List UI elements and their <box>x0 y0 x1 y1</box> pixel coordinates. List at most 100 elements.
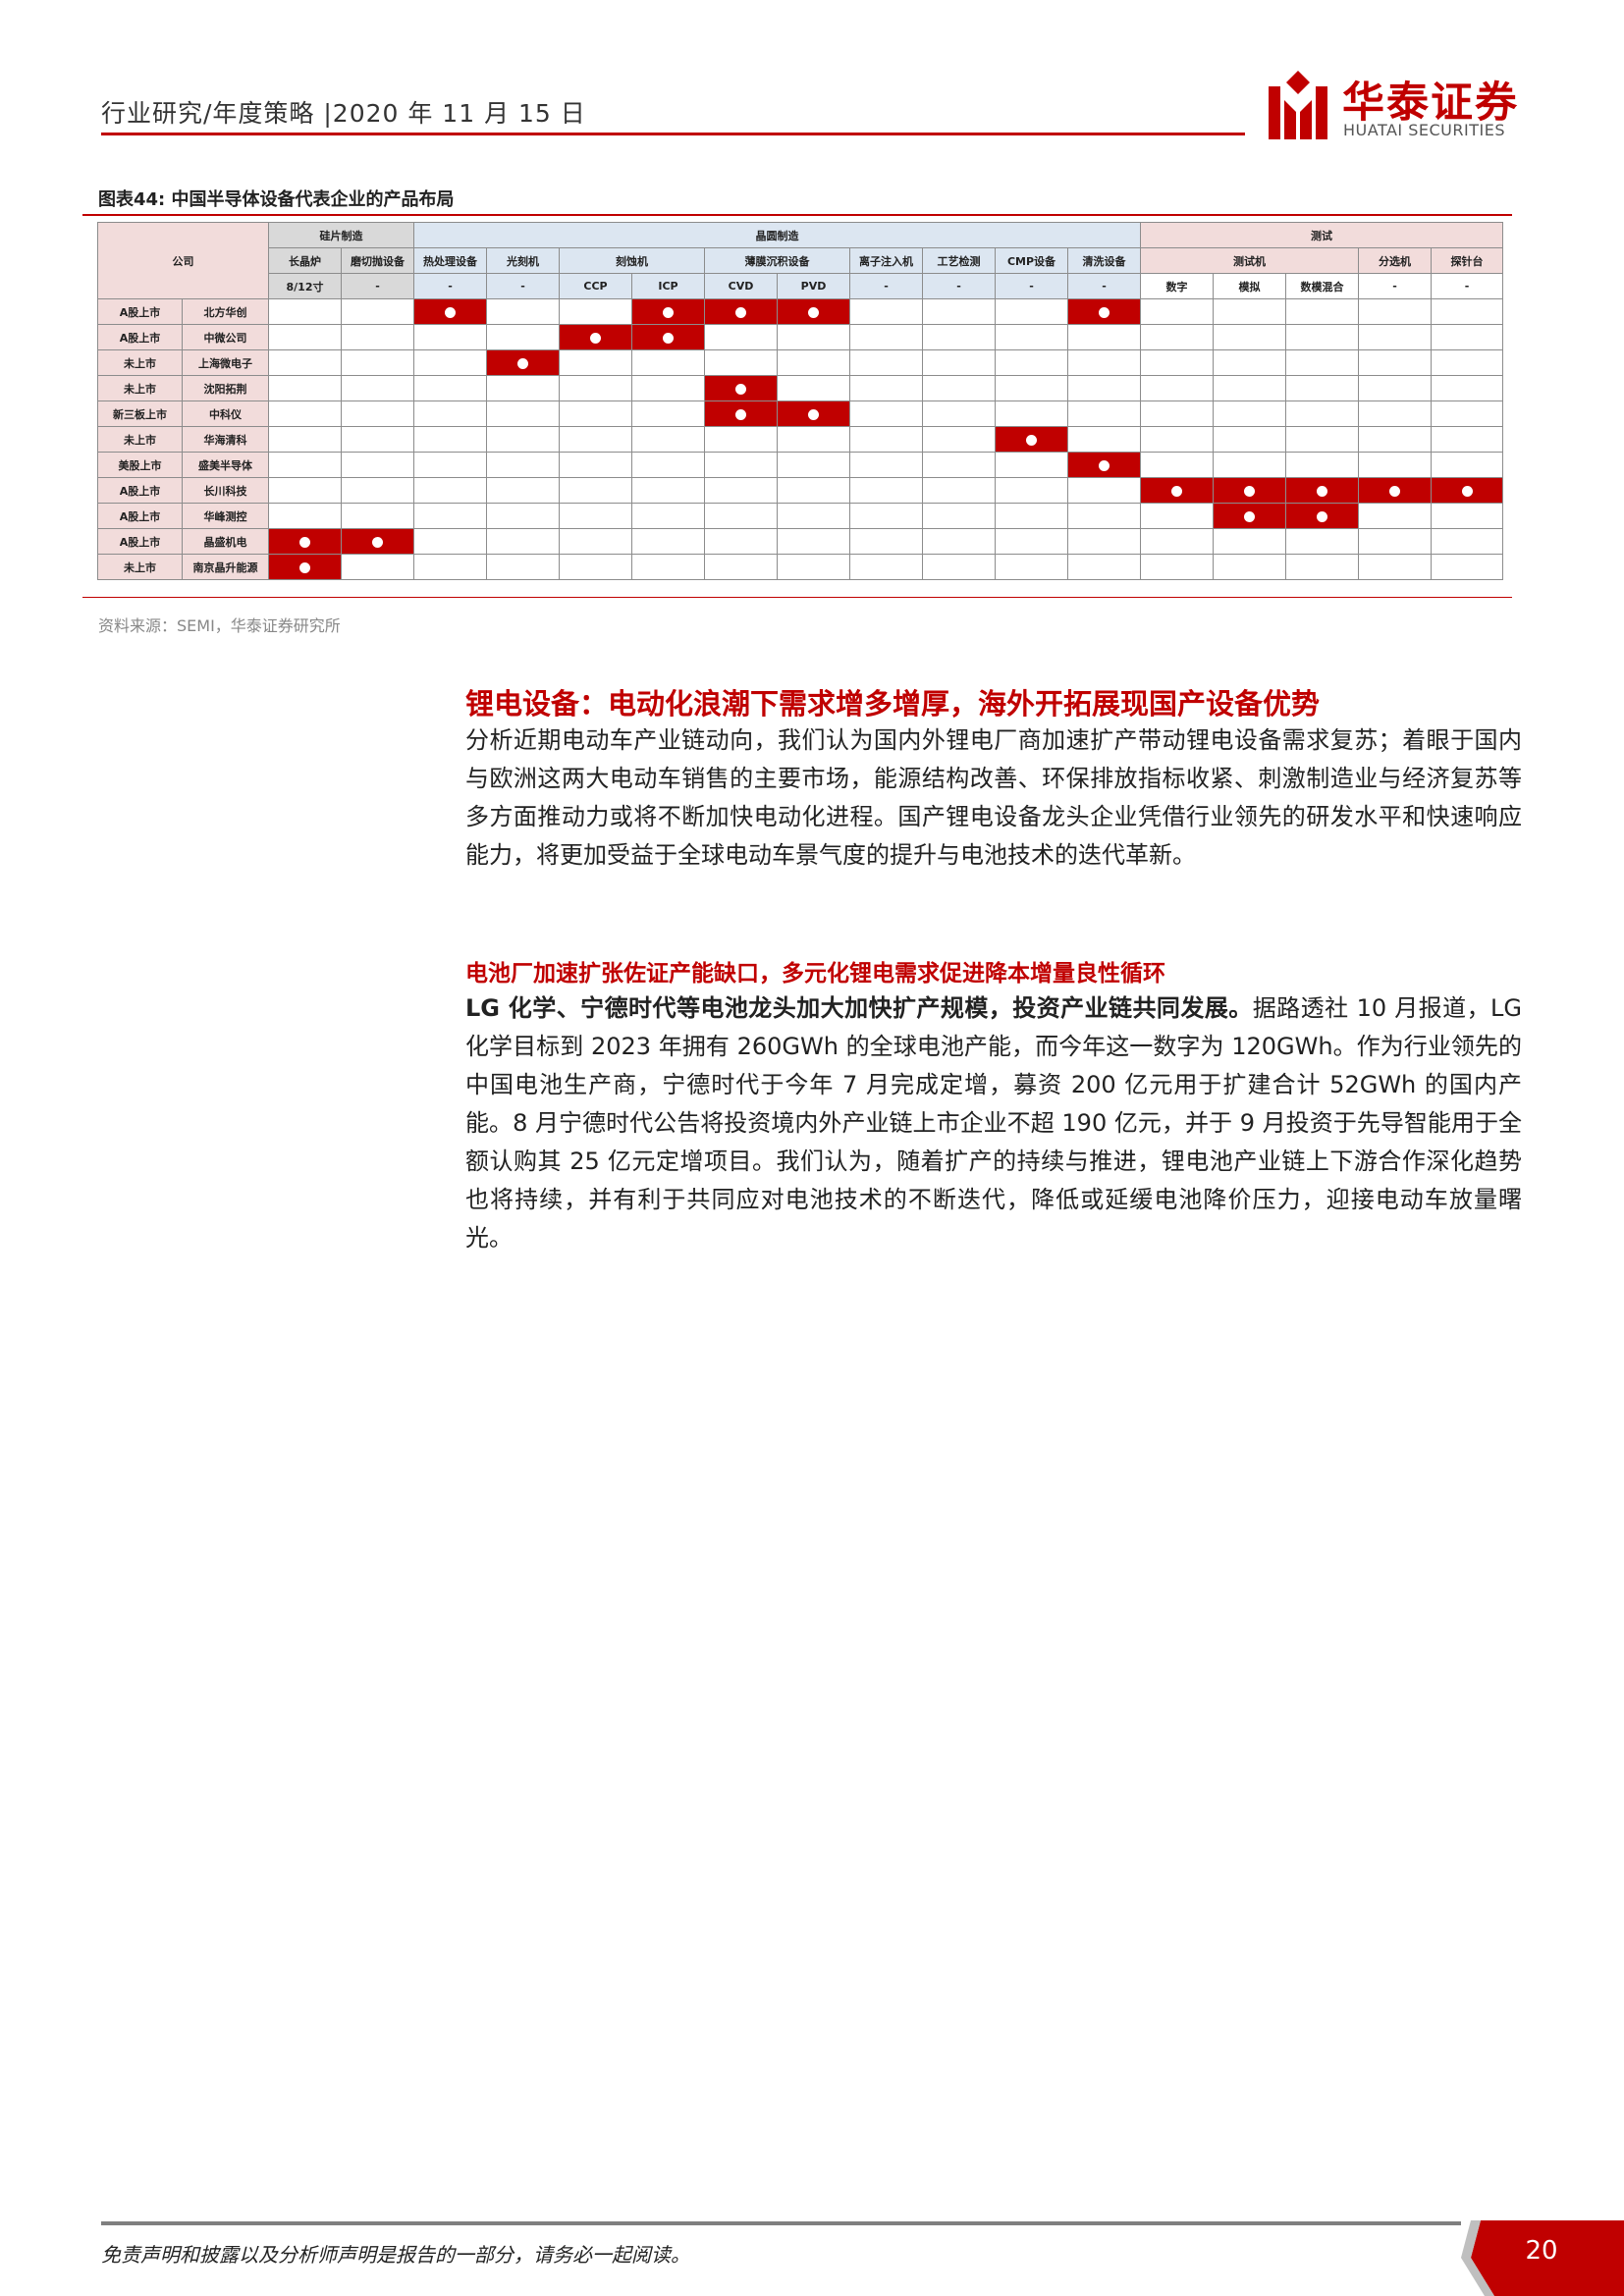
product-dot-icon <box>372 536 383 548</box>
product-empty-cell <box>341 298 414 325</box>
product-dot-icon <box>1026 434 1037 446</box>
product-empty-cell <box>849 400 923 427</box>
product-empty-cell <box>413 349 487 376</box>
product-dot-icon <box>1317 510 1327 522</box>
listing-status-cell: 未上市 <box>97 375 183 401</box>
subtype-header: CCP <box>559 273 632 299</box>
equipment-header: 分选机 <box>1358 247 1432 274</box>
product-empty-cell <box>1358 503 1432 529</box>
product-present-cell <box>413 298 487 325</box>
product-empty-cell <box>341 477 414 504</box>
product-present-cell <box>268 554 342 580</box>
subtype-header: - <box>486 273 560 299</box>
product-dot-icon <box>663 332 674 344</box>
subsection-title: 电池厂加速扩张佐证产能缺口，多元化锂电需求促进降本增量良性循环 <box>465 961 1165 987</box>
product-empty-cell <box>1140 554 1214 580</box>
company-name-cell: 长川科技 <box>182 477 269 504</box>
product-empty-cell <box>1430 324 1504 350</box>
product-empty-cell <box>704 324 778 350</box>
product-present-cell <box>995 426 1068 453</box>
listing-status-cell: A股上市 <box>97 324 183 350</box>
product-empty-cell <box>1213 528 1286 555</box>
product-empty-cell <box>559 452 632 478</box>
subtype-header: CVD <box>704 273 778 299</box>
product-empty-cell <box>849 554 923 580</box>
product-empty-cell <box>268 503 342 529</box>
product-empty-cell <box>1213 426 1286 453</box>
listing-status-cell: A股上市 <box>97 528 183 555</box>
product-dot-icon <box>1389 485 1400 497</box>
product-empty-cell <box>268 324 342 350</box>
product-empty-cell <box>1140 400 1214 427</box>
product-present-cell <box>631 324 705 350</box>
product-empty-cell <box>1067 400 1141 427</box>
company-header: 公司 <box>97 222 269 299</box>
product-empty-cell <box>413 477 487 504</box>
product-empty-cell <box>1213 554 1286 580</box>
subtype-header: - <box>1430 273 1504 299</box>
subtype-header: ICP <box>631 273 705 299</box>
product-empty-cell <box>1358 400 1432 427</box>
product-empty-cell <box>1140 452 1214 478</box>
product-empty-cell <box>849 324 923 350</box>
company-name-cell: 华海清科 <box>182 426 269 453</box>
product-empty-cell <box>486 400 560 427</box>
product-empty-cell <box>922 452 996 478</box>
product-empty-cell <box>631 400 705 427</box>
listing-status-cell: 美股上市 <box>97 452 183 478</box>
product-empty-cell <box>1430 375 1504 401</box>
subtype-header: - <box>922 273 996 299</box>
product-empty-cell <box>1358 528 1432 555</box>
product-empty-cell <box>341 324 414 350</box>
product-empty-cell <box>1067 554 1141 580</box>
product-empty-cell <box>341 452 414 478</box>
subtype-header: 数字 <box>1140 273 1214 299</box>
product-empty-cell <box>1285 349 1359 376</box>
product-empty-cell <box>777 426 850 453</box>
company-name-cell: 中微公司 <box>182 324 269 350</box>
equipment-header: 探针台 <box>1430 247 1504 274</box>
product-empty-cell <box>1140 528 1214 555</box>
product-empty-cell <box>704 452 778 478</box>
product-empty-cell <box>1067 349 1141 376</box>
product-dot-icon <box>1244 510 1255 522</box>
product-empty-cell <box>559 375 632 401</box>
product-dot-icon <box>1171 485 1182 497</box>
product-empty-cell <box>1430 298 1504 325</box>
equipment-header: 测试机 <box>1140 247 1359 274</box>
product-empty-cell <box>922 554 996 580</box>
product-empty-cell <box>1285 375 1359 401</box>
table-row: 美股上市 盛美半导体 <box>97 452 1504 478</box>
product-empty-cell <box>413 452 487 478</box>
product-present-cell <box>1358 477 1432 504</box>
product-present-cell <box>704 375 778 401</box>
product-empty-cell <box>1140 503 1214 529</box>
product-dot-icon <box>808 306 819 318</box>
company-name-cell: 沈阳拓荆 <box>182 375 269 401</box>
product-dot-icon <box>299 561 310 573</box>
table-row: 新三板上市 中科仪 <box>97 400 1504 427</box>
company-name-cell: 华峰测控 <box>182 503 269 529</box>
product-empty-cell <box>995 528 1068 555</box>
subtype-header: - <box>413 273 487 299</box>
product-empty-cell <box>268 400 342 427</box>
product-present-cell <box>1285 503 1359 529</box>
product-empty-cell <box>777 375 850 401</box>
product-empty-cell <box>922 528 996 555</box>
table-body: A股上市 北方华创 A股上市 中微公司 未上市 上海微电子 未上市 沈阳拓荆 新三板上市 中科仪未… <box>97 298 1504 580</box>
product-empty-cell <box>1430 503 1504 529</box>
equipment-header: 光刻机 <box>486 247 560 274</box>
product-empty-cell <box>631 503 705 529</box>
equipment-header: 长晶炉 <box>268 247 342 274</box>
equipment-product-table: 公司 硅片制造 晶圆制造 测试 长晶炉 磨切抛设备 热处理设备 光刻机 刻蚀机 … <box>97 222 1504 580</box>
product-present-cell <box>704 400 778 427</box>
figure-bottom-rule <box>82 597 1512 598</box>
product-empty-cell <box>486 477 560 504</box>
product-empty-cell <box>631 528 705 555</box>
product-empty-cell <box>777 477 850 504</box>
product-empty-cell <box>1067 375 1141 401</box>
product-empty-cell <box>704 349 778 376</box>
product-empty-cell <box>1140 426 1214 453</box>
product-present-cell <box>704 298 778 325</box>
product-empty-cell <box>849 503 923 529</box>
